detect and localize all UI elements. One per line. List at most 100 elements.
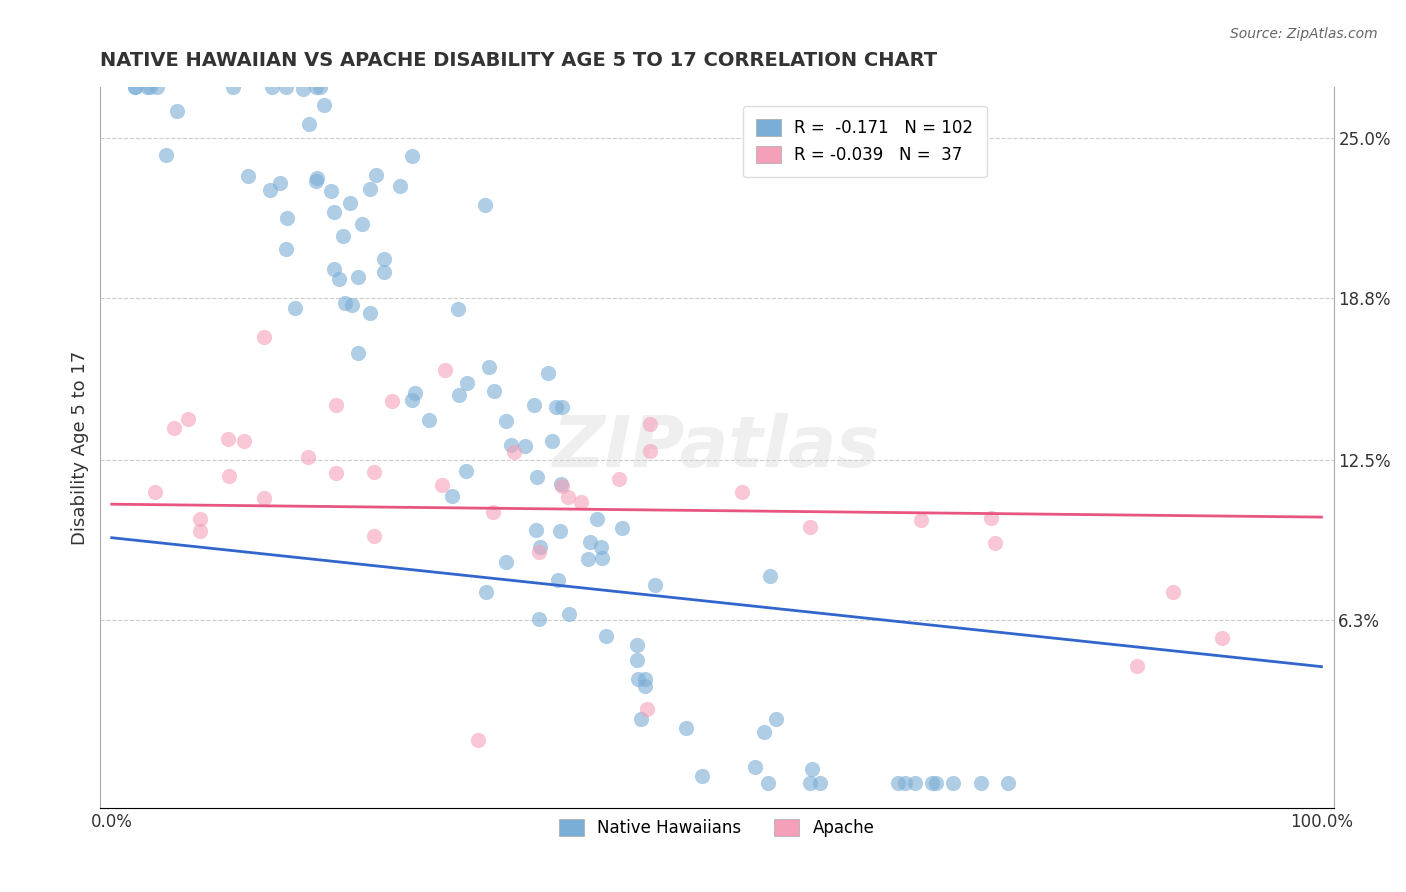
Point: [373, 265, 395, 279]
Point: [363, 465, 385, 479]
Point: [482, 384, 505, 399]
Point: [252, 491, 274, 505]
Point: [456, 376, 478, 391]
Point: [404, 385, 426, 400]
Point: [591, 541, 613, 555]
Point: [352, 217, 374, 231]
Point: [799, 775, 821, 789]
Point: [335, 296, 357, 310]
Point: [373, 252, 395, 266]
Point: [942, 775, 965, 789]
Point: [799, 520, 821, 534]
Point: [529, 612, 551, 626]
Point: [253, 330, 276, 344]
Point: [143, 485, 166, 500]
Point: [591, 551, 613, 566]
Point: [1163, 584, 1185, 599]
Point: [269, 176, 291, 190]
Point: [910, 513, 932, 527]
Text: NATIVE HAWAIIAN VS APACHE DISABILITY AGE 5 TO 17 CORRELATION CHART: NATIVE HAWAIIAN VS APACHE DISABILITY AGE…: [100, 51, 936, 70]
Point: [276, 242, 298, 256]
Point: [626, 653, 648, 667]
Point: [467, 732, 489, 747]
Point: [551, 479, 574, 493]
Point: [138, 79, 160, 94]
Point: [292, 82, 315, 96]
Point: [765, 712, 787, 726]
Point: [146, 79, 169, 94]
Point: [610, 521, 633, 535]
Point: [359, 181, 381, 195]
Point: [309, 79, 332, 94]
Point: [499, 437, 522, 451]
Point: [529, 541, 551, 555]
Point: [558, 607, 581, 622]
Point: [526, 470, 548, 484]
Point: [339, 196, 361, 211]
Point: [527, 545, 550, 559]
Point: [557, 490, 579, 504]
Point: [579, 535, 602, 549]
Point: [731, 484, 754, 499]
Point: [638, 417, 661, 431]
Point: [188, 524, 211, 539]
Point: [904, 775, 927, 789]
Point: [801, 763, 824, 777]
Point: [222, 79, 245, 94]
Text: ZIPatlas: ZIPatlas: [553, 413, 880, 482]
Point: [495, 414, 517, 428]
Point: [474, 198, 496, 212]
Point: [381, 393, 404, 408]
Point: [808, 775, 831, 789]
Text: Source: ZipAtlas.com: Source: ZipAtlas.com: [1230, 27, 1378, 41]
Point: [925, 775, 948, 789]
Point: [347, 345, 370, 359]
Point: [166, 103, 188, 118]
Point: [188, 511, 211, 525]
Point: [894, 775, 917, 789]
Point: [332, 229, 354, 244]
Point: [744, 759, 766, 773]
Point: [638, 443, 661, 458]
Point: [274, 79, 297, 94]
Point: [546, 401, 568, 415]
Point: [569, 494, 592, 508]
Point: [124, 79, 146, 94]
Point: [1211, 631, 1233, 645]
Point: [752, 725, 775, 739]
Point: [401, 148, 423, 162]
Point: [297, 450, 319, 464]
Point: [644, 577, 666, 591]
Point: [447, 388, 470, 402]
Point: [305, 79, 328, 94]
Point: [548, 524, 571, 538]
Point: [586, 512, 609, 526]
Legend: Native Hawaiians, Apache: Native Hawaiians, Apache: [553, 812, 882, 844]
Point: [389, 178, 412, 193]
Point: [217, 432, 239, 446]
Point: [636, 702, 658, 716]
Point: [475, 584, 498, 599]
Point: [236, 169, 259, 183]
Point: [1126, 659, 1149, 673]
Point: [503, 445, 526, 459]
Point: [259, 183, 281, 197]
Point: [627, 672, 650, 686]
Point: [446, 302, 468, 317]
Point: [325, 466, 347, 480]
Point: [322, 204, 344, 219]
Point: [363, 529, 385, 543]
Point: [276, 211, 298, 225]
Point: [607, 472, 630, 486]
Point: [634, 679, 657, 693]
Point: [155, 147, 177, 161]
Point: [984, 535, 1007, 549]
Point: [690, 769, 713, 783]
Point: [524, 523, 547, 537]
Point: [347, 269, 370, 284]
Point: [495, 555, 517, 569]
Point: [430, 478, 453, 492]
Point: [997, 775, 1019, 789]
Point: [576, 552, 599, 566]
Point: [124, 79, 146, 94]
